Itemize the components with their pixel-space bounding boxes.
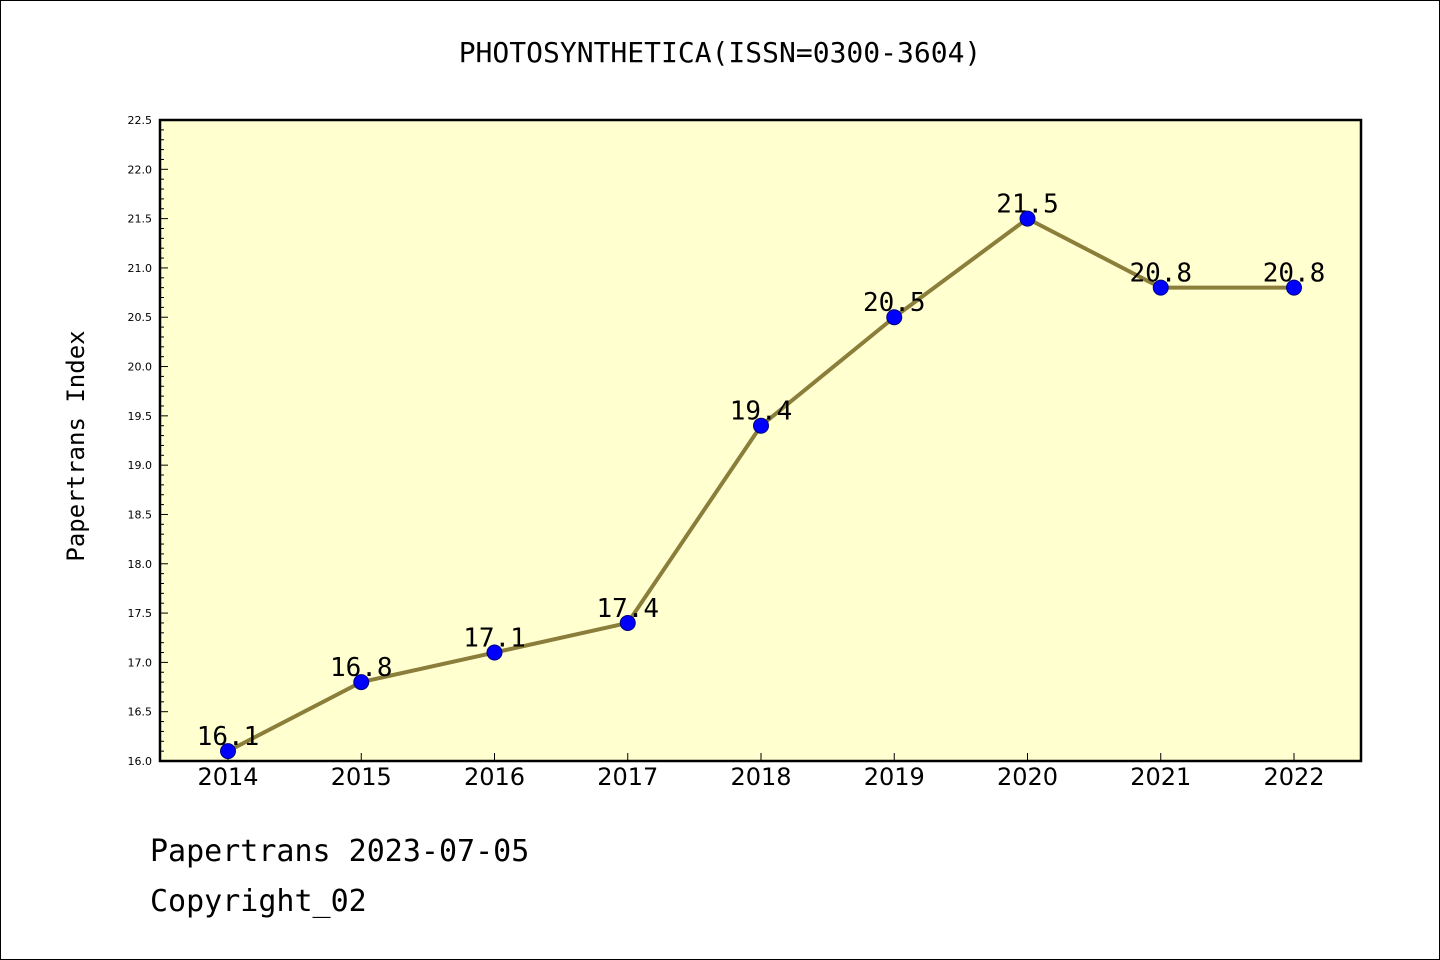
x-tick-label: 2014 [197,763,258,791]
plot-border [158,118,1363,763]
y-tick-label: 17.0 [128,656,153,669]
y-tick-label: 18.0 [128,558,153,571]
footer-copyright-line: Copyright_02 [150,884,367,919]
x-tick-label: 2017 [597,763,658,791]
y-tick-label: 16.5 [128,706,153,719]
data-point [619,614,636,631]
y-tick-label: 16.0 [128,755,153,768]
y-tick-label: 18.5 [128,508,153,521]
data-point [220,743,236,760]
y-tick-label: 17.5 [128,607,153,620]
y-tick-label: 20.5 [128,311,153,324]
footer-date-line: Papertrans 2023-07-05 [150,834,530,869]
data-point [353,674,370,691]
x-tick-label: 2018 [730,763,791,791]
data-point [1019,210,1036,227]
data-point [1152,279,1169,296]
data-point [1286,279,1302,296]
y-tick-label: 21.5 [128,213,153,226]
x-tick-label: 2022 [1263,763,1324,791]
y-tick-label: 21.0 [128,262,153,275]
y-tick-label: 22.0 [128,163,153,176]
plot-area: 16.0 16.5 17.0 17.5 18.0 18.5 19.0 19.5 20.0 20.5… [128,114,1363,791]
data-point [753,417,769,434]
x-tick-label: 2020 [997,763,1058,791]
x-tick-label: 2021 [1130,763,1191,791]
y-tick-label: 20.0 [128,361,153,374]
x-tick-label: 2015 [331,763,392,791]
data-point [486,644,503,661]
x-tick-label: 2016 [464,763,525,791]
y-tick-label: 19.5 [128,410,153,423]
y-tick-label: 22.5 [128,114,153,127]
x-tick-label: 2019 [864,763,925,791]
plot-background [160,120,1361,761]
data-point [886,309,903,326]
y-tick-label: 19.0 [128,459,153,472]
chart-title: PHOTOSYNTHETICA(ISSN=0300-3604) [458,36,982,69]
